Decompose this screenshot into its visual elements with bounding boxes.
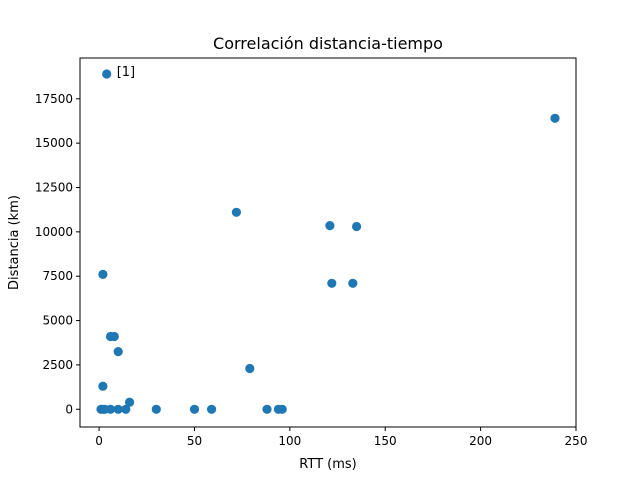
data-point [113, 347, 123, 357]
data-point [550, 113, 560, 123]
data-point [151, 404, 161, 414]
plot-area [80, 58, 576, 427]
data-point [102, 69, 112, 79]
y-tick-label: 2500 [42, 358, 73, 372]
y-axis-label: Distancia (km) [7, 195, 22, 290]
chart-title: Correlación distancia-tiempo [213, 34, 443, 53]
data-point [231, 207, 241, 217]
data-point [327, 278, 337, 288]
plot-frame [79, 57, 577, 428]
data-point [109, 331, 119, 342]
data-point [105, 404, 116, 414]
point-annotation: [1] [117, 65, 135, 80]
data-point [325, 221, 335, 231]
x-axis: 0 50 100 150 200 250 [95, 427, 587, 448]
data-point [98, 269, 108, 279]
x-axis-label: RTT (ms) [299, 457, 356, 472]
annotation-layer: [1] [117, 65, 135, 80]
y-tick-label: 12500 [35, 181, 73, 195]
x-tick-label: 0 [95, 434, 103, 448]
y-tick-label: 10000 [35, 225, 73, 239]
x-tick-label: 200 [469, 434, 492, 448]
data-point [277, 404, 287, 414]
y-tick-label: 5000 [42, 314, 73, 328]
data-point [98, 381, 108, 391]
data-point [125, 397, 135, 407]
data-point [207, 404, 217, 414]
x-tick-label: 50 [187, 434, 202, 448]
y-tick-label: 7500 [42, 269, 73, 283]
x-tick-label: 250 [565, 434, 588, 448]
y-axis: 0 2500 5000 7500 10000 12500 15000 17500 [35, 92, 80, 416]
y-tick-label: 17500 [35, 92, 73, 106]
data-point [113, 404, 123, 414]
y-tick-label: 0 [65, 402, 73, 416]
data-point [352, 221, 362, 232]
data-point [262, 404, 272, 414]
y-tick-label: 15000 [35, 136, 73, 150]
x-tick-label: 100 [278, 434, 301, 448]
point-layer [96, 69, 560, 414]
data-point [121, 404, 131, 414]
x-tick-label: 150 [374, 434, 397, 448]
data-point [189, 404, 200, 414]
data-point [348, 278, 358, 288]
data-point [245, 363, 255, 374]
